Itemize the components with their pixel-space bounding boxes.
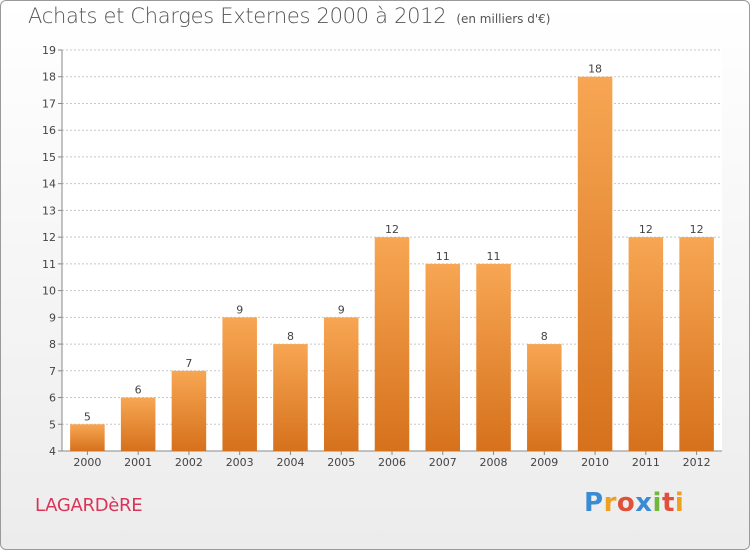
bar-2004 <box>273 344 308 451</box>
bar-value-label: 9 <box>338 303 345 316</box>
logo-letter: o <box>616 488 636 518</box>
bar-value-label: 12 <box>639 223 653 236</box>
chart-title-block: Achats et Charges Externes 2000 à 2012 (e… <box>28 4 550 28</box>
bar-value-label: 8 <box>287 330 294 343</box>
bar-value-label: 12 <box>690 223 704 236</box>
y-tick-label: 8 <box>49 338 56 351</box>
bar-value-label: 6 <box>135 384 142 397</box>
y-tick-label: 15 <box>42 151 56 164</box>
y-tick-label: 19 <box>42 44 56 57</box>
bar-2002 <box>171 370 207 451</box>
x-tick-label: 2004 <box>276 456 304 469</box>
y-tick-label: 5 <box>49 418 56 431</box>
x-tick-label: 2003 <box>226 456 254 469</box>
bar-2008 <box>476 263 511 451</box>
bar-2003 <box>222 317 257 451</box>
bar-value-label: 12 <box>385 223 399 236</box>
bar-2010 <box>577 76 613 451</box>
bar-2006 <box>374 237 410 451</box>
y-tick-label: 16 <box>42 124 56 137</box>
bar-value-label: 11 <box>487 250 501 263</box>
bar-2012 <box>679 237 714 451</box>
x-tick-label: 2011 <box>632 456 660 469</box>
y-tick-label: 18 <box>42 71 56 84</box>
x-tick-label: 2002 <box>175 456 203 469</box>
logo-letter: r <box>603 488 617 518</box>
y-tick-label: 12 <box>42 231 56 244</box>
bar-2011 <box>628 237 664 451</box>
x-tick-label: 2010 <box>581 456 609 469</box>
y-tick-label: 7 <box>49 365 56 378</box>
bar-2001 <box>120 397 156 451</box>
bar-value-label: 8 <box>541 330 548 343</box>
bar-2000 <box>70 424 105 451</box>
y-tick-label: 6 <box>49 392 56 405</box>
bar-value-label: 5 <box>84 410 91 423</box>
bar-2009 <box>527 344 562 451</box>
logo-letter: i <box>674 488 685 518</box>
y-tick-label: 11 <box>42 258 56 271</box>
x-tick-label: 2009 <box>530 456 558 469</box>
bar-value-label: 7 <box>185 357 192 370</box>
x-tick-label: 2006 <box>378 456 406 469</box>
x-tick-label: 2001 <box>124 456 152 469</box>
logo-letter: i <box>652 488 662 518</box>
x-tick-label: 2008 <box>480 456 508 469</box>
chart-unit: (en milliers d'€) <box>456 12 551 26</box>
x-tick-label: 2005 <box>327 456 355 469</box>
bar-value-label: 18 <box>588 63 602 76</box>
x-tick-label: 2012 <box>683 456 711 469</box>
y-tick-label: 14 <box>42 178 56 191</box>
logo-letter: x <box>635 488 653 518</box>
bar-2007 <box>425 263 461 451</box>
bar-value-label: 9 <box>236 303 243 316</box>
y-tick-label: 10 <box>42 285 56 298</box>
chart-title: Achats et Charges Externes 2000 à 2012 <box>28 4 447 28</box>
y-tick-label: 9 <box>49 311 56 324</box>
y-tick-label: 4 <box>49 445 56 458</box>
bar-value-label: 11 <box>436 250 450 263</box>
logo-letter: t <box>661 488 675 518</box>
logo-letter: P <box>584 488 604 518</box>
bar-2005 <box>323 317 359 451</box>
x-tick-label: 2000 <box>73 456 101 469</box>
town-name: LAGARDèRE <box>35 495 143 516</box>
y-tick-label: 17 <box>42 97 56 110</box>
x-tick-label: 2007 <box>429 456 457 469</box>
y-tick-label: 13 <box>42 204 56 217</box>
proxiti-logo[interactable]: Proxiti <box>584 488 684 518</box>
